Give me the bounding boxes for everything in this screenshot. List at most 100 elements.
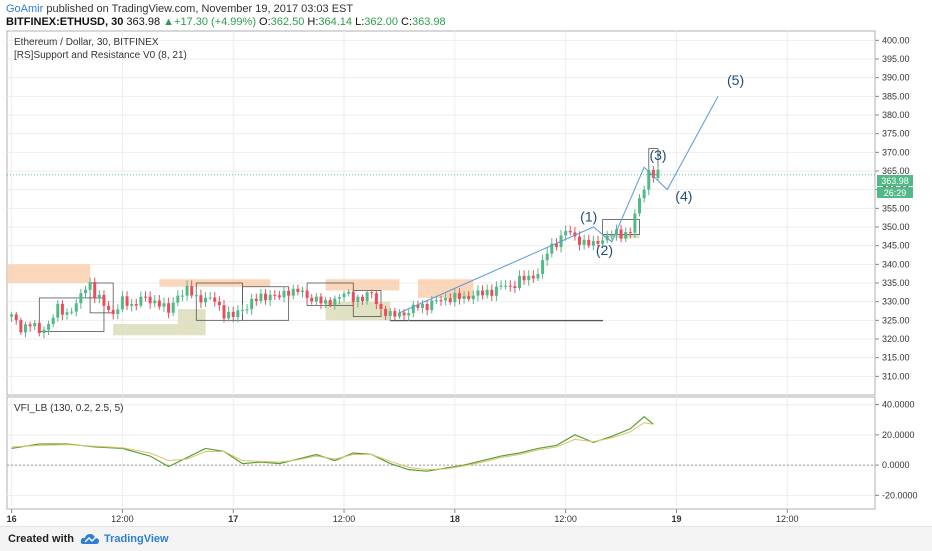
last-price: 363.98 bbox=[126, 16, 161, 28]
published-text: published on TradingView.com, November 1… bbox=[46, 3, 354, 15]
candle-body bbox=[250, 298, 254, 310]
candle-body bbox=[374, 293, 378, 305]
wave-label: (1) bbox=[580, 208, 597, 224]
open-value: 362.50 bbox=[270, 16, 305, 28]
candle-body bbox=[10, 314, 14, 317]
candle-body bbox=[365, 292, 369, 302]
close-value: 363.98 bbox=[412, 16, 446, 28]
chart-canvas[interactable]: (1) (2) (3) (4) (5) 310.00 315.00 320.00 325.00… bbox=[0, 0, 932, 526]
candle-body bbox=[277, 295, 281, 298]
candle-body bbox=[33, 322, 37, 327]
candle-body bbox=[554, 243, 558, 248]
candle-body bbox=[208, 297, 212, 299]
range-box bbox=[242, 286, 290, 321]
price-tick-label: 315.00 bbox=[882, 353, 910, 363]
vfi-line bbox=[11, 415, 654, 472]
price-badges: 363.98 26:29 bbox=[877, 175, 913, 198]
candle-body bbox=[139, 296, 143, 306]
candle-body bbox=[504, 285, 508, 287]
vfi-lines bbox=[11, 415, 654, 472]
candle-body bbox=[610, 235, 614, 237]
candle-body bbox=[578, 236, 582, 245]
candle-body bbox=[573, 232, 577, 237]
candle-body bbox=[240, 310, 244, 312]
candle-body bbox=[467, 296, 471, 300]
candle-body bbox=[185, 286, 189, 296]
candle-body bbox=[319, 296, 323, 304]
candle-body bbox=[411, 304, 415, 314]
candle-body bbox=[624, 232, 628, 239]
candle-body bbox=[144, 296, 148, 298]
candle-body bbox=[361, 296, 365, 302]
indicator-title[interactable]: [RS]Support and Resistance V0 (8, 21) bbox=[14, 50, 187, 61]
candle-body bbox=[222, 305, 226, 319]
candle-body bbox=[102, 294, 106, 306]
candle-body bbox=[79, 293, 83, 304]
candle-body bbox=[517, 275, 521, 288]
candle-body bbox=[56, 303, 60, 318]
candle-body bbox=[291, 288, 295, 296]
price-tick-label: 385.00 bbox=[882, 91, 910, 101]
candle-body bbox=[227, 311, 231, 319]
price-tick-label: 370.00 bbox=[882, 147, 910, 157]
candle-body bbox=[384, 308, 388, 316]
candle-body bbox=[254, 298, 258, 301]
candle-body bbox=[453, 293, 457, 303]
candle-body bbox=[430, 300, 434, 311]
tradingview-brand[interactable]: TradingView bbox=[104, 533, 169, 545]
price-tick-label: 345.00 bbox=[882, 241, 910, 251]
candle-body bbox=[148, 296, 152, 304]
elliott-wave-line bbox=[399, 96, 719, 314]
candle-body bbox=[264, 293, 268, 301]
support-zone bbox=[325, 301, 391, 321]
author-name[interactable]: GoAmir bbox=[6, 3, 44, 15]
resistance-zone bbox=[325, 279, 400, 291]
candle-body bbox=[448, 297, 452, 303]
time-tick-label: 12:00 bbox=[111, 514, 134, 524]
candle-body bbox=[536, 273, 540, 279]
price-tick-label: 330.00 bbox=[882, 297, 910, 307]
candle-body bbox=[296, 288, 300, 293]
candle-body bbox=[204, 297, 208, 303]
time-tick-label: 19 bbox=[671, 514, 681, 524]
candle-body bbox=[314, 296, 318, 302]
time-tick-label: 18 bbox=[450, 514, 460, 524]
candle-body bbox=[245, 309, 249, 311]
candle-body bbox=[591, 240, 595, 246]
vfi-axis[interactable]: -20.0000 0.0000 20.0000 40.0000 bbox=[875, 400, 918, 501]
candle-body bbox=[93, 282, 97, 298]
price-axis[interactable]: 310.00 315.00 320.00 325.00 330.00 335.00 340.… bbox=[875, 35, 910, 381]
candle-body bbox=[287, 290, 291, 296]
candle-body bbox=[564, 231, 568, 236]
candle-body bbox=[425, 303, 429, 311]
time-axis[interactable]: 16 12:00 17 12:00 18 12:00 19 12:00 bbox=[7, 509, 799, 524]
candle-body bbox=[439, 300, 443, 302]
candle-body bbox=[88, 282, 92, 290]
candle-body bbox=[310, 297, 314, 302]
timer-badge-bg bbox=[877, 187, 913, 198]
time-tick-label: 12:00 bbox=[333, 514, 356, 524]
wave-label: (2) bbox=[596, 242, 613, 258]
candle-body bbox=[434, 300, 438, 302]
candle-body bbox=[107, 305, 111, 310]
price-tick-label: 365.00 bbox=[882, 166, 910, 176]
candle-body bbox=[337, 297, 341, 299]
candle-body bbox=[471, 295, 475, 300]
candle-body bbox=[217, 301, 221, 306]
candle-body bbox=[421, 303, 425, 308]
candle-body bbox=[300, 290, 304, 293]
candle-body bbox=[522, 275, 526, 281]
candle-body bbox=[370, 292, 374, 294]
vfi-pane-title[interactable]: VFI_LB (130, 0.2, 2.5, 5) bbox=[14, 403, 124, 414]
candle-body bbox=[513, 286, 517, 288]
candle-body bbox=[23, 324, 27, 333]
candle-body bbox=[97, 294, 101, 298]
candle-body bbox=[379, 304, 383, 309]
candle-body bbox=[273, 294, 277, 296]
vfi-signal-line bbox=[11, 422, 654, 471]
candle-body bbox=[324, 300, 328, 304]
price-tick-label: 380.00 bbox=[882, 110, 910, 120]
candle-body bbox=[19, 320, 23, 333]
candle-body bbox=[508, 285, 512, 287]
publish-line: GoAmir published on TradingView.com, Nov… bbox=[6, 3, 353, 15]
